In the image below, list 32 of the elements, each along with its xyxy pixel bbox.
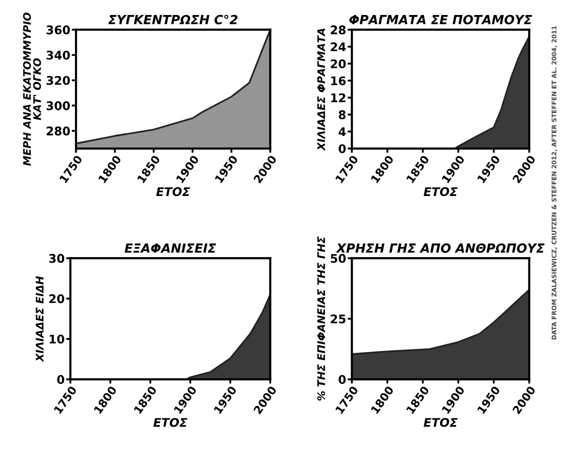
- y-tick-label: 300: [46, 101, 70, 110]
- y-tick-label: 0: [338, 375, 346, 384]
- y-axis-title: ΜΕΡΗ ΑΝΑ ΕΚΑΤΟΜΜΥΡΙΟ ΚΑΤ' ΟΓΚΟ: [23, 12, 42, 166]
- x-axis-title: ΕΤΟΣ: [424, 418, 458, 427]
- y-axis-title: % ΤΗΣ ΕΠΙΦΑΝΕΙΑΣ ΤΗΣ ΓΗΣ: [317, 236, 326, 401]
- y-axis-title: ΧΙΛΙΑΔΕΣ ΕΙΔΗ: [36, 276, 44, 362]
- y-tick-label: 4: [338, 127, 346, 136]
- y-tick-label: 12: [331, 93, 346, 102]
- y-tick-label: 360: [46, 25, 70, 34]
- y-tick-label: 320: [46, 76, 70, 85]
- chart-title: ΣΥΓΚΕΝΤΡΩΣΗ C°2: [108, 14, 238, 24]
- y-tick-label: 50: [330, 254, 346, 263]
- y-tick-label: 20: [49, 294, 64, 304]
- y-tick-label: 0: [338, 144, 346, 154]
- y-tick-label: 24: [330, 42, 346, 52]
- x-axis-title: ΕΤΟΣ: [153, 418, 188, 427]
- x-axis-title: ΕΤΟΣ: [156, 187, 190, 196]
- y-axis-title: ΧΙΛΙΑΔΕΣ ΦΡΑΓΜΑΤΑ: [317, 28, 325, 151]
- y-tick-label: 25: [330, 314, 346, 324]
- y-tick-label: 340: [46, 50, 70, 60]
- y-tick-label: 280: [46, 126, 70, 136]
- chart-title: ΕΞΑΦΑΝΙΣΕΙΣ: [124, 244, 216, 253]
- y-tick-label: 28: [330, 25, 346, 34]
- chart-title: ΧΡΗΣΗ ΓΗΣ ΑΠΟ ΑΝΘΡΩΠΟΥΣ: [336, 243, 545, 253]
- y-tick-label: 20: [330, 59, 346, 68]
- y-tick-label: 30: [49, 254, 64, 263]
- y-tick-label: 8: [338, 110, 346, 120]
- y-tick-label: 0: [57, 375, 64, 384]
- x-axis-title: ΕΤΟΣ: [424, 187, 458, 196]
- y-tick-label: 16: [331, 76, 346, 86]
- chart-title: ΦΡΑΓΜΑΤΑ ΣΕ ΠΟΤΑΜΟΥΣ: [349, 14, 532, 24]
- y-tick-label: 10: [50, 334, 64, 344]
